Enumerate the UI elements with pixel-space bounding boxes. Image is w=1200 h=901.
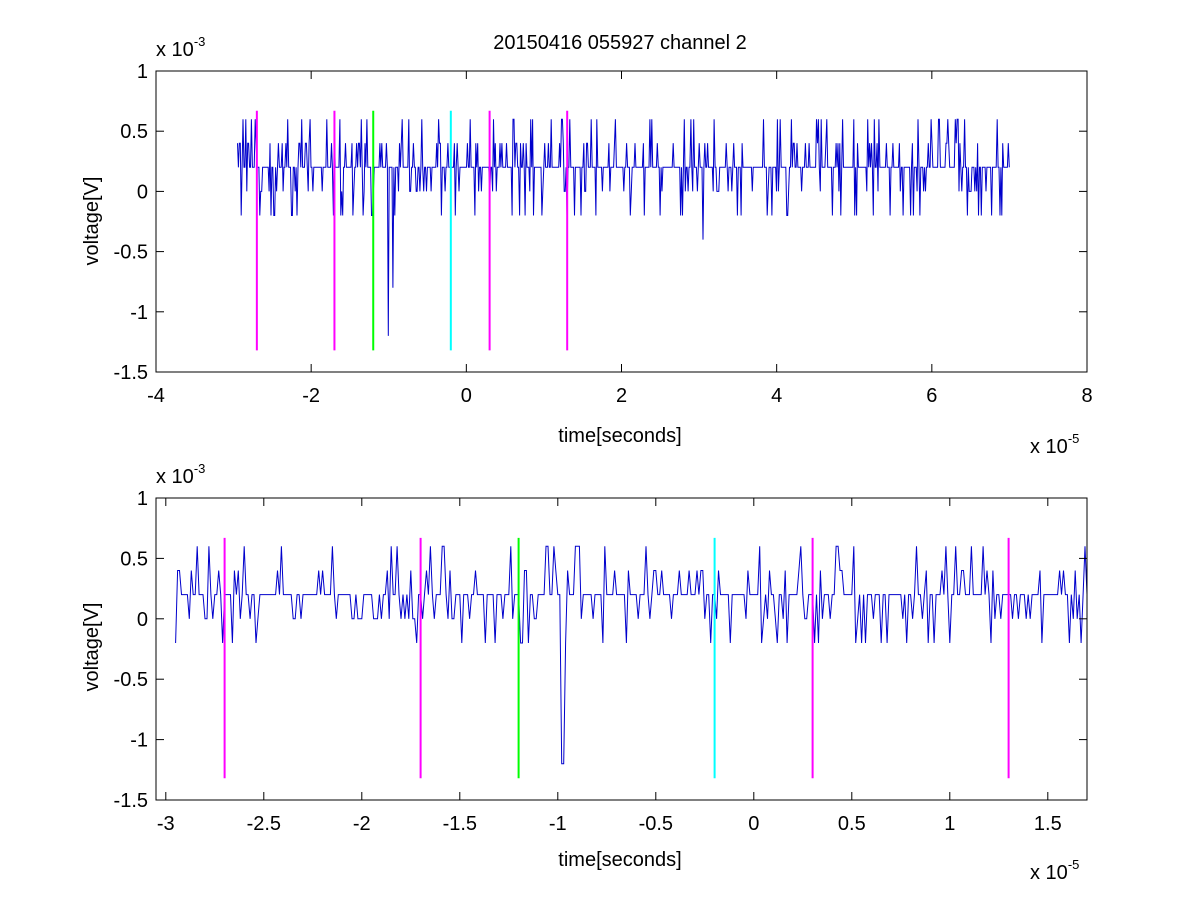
y-tick-label: 0 (137, 609, 148, 631)
bottom-signal-layer (175, 545, 1088, 765)
top-y-exponent-base: x 10 (156, 39, 194, 61)
bottom-y-exponent-power: -3 (194, 461, 206, 476)
bottom-x-exponent-base: x 10 (1030, 862, 1068, 884)
x-tick-label: -2.5 (247, 813, 281, 835)
y-tick-label: -1 (130, 302, 148, 324)
top-subplot: -4 -2 0 2 4 6 8 -1.5 -1 -0.5 0 0.5 1 time[seconds] v… (81, 34, 1093, 458)
y-tick-label: 0.5 (120, 548, 148, 570)
bottom-x-axis-label: time[seconds] (558, 849, 681, 871)
y-tick-label: -1 (130, 730, 148, 752)
bottom-y-exponent-base: x 10 (156, 466, 194, 488)
top-y-exponent: x 10-3 (156, 34, 205, 61)
x-tick-label: 4 (771, 385, 782, 407)
top-marker-layer (255, 110, 569, 351)
top-y-axis-label: voltage[V] (81, 177, 103, 266)
x-tick-label: -2 (353, 813, 371, 835)
y-tick-label: 0 (137, 181, 148, 203)
bottom-axes-frame (155, 497, 1088, 801)
bottom-x-exponent-power: -5 (1068, 857, 1080, 872)
top-signal-layer (237, 118, 1010, 336)
top-x-exponent-power: -5 (1068, 431, 1080, 446)
x-tick-label: 1 (944, 813, 955, 835)
bottom-x-exponent: x 10-5 (1030, 857, 1079, 884)
x-tick-label: 1.5 (1034, 813, 1062, 835)
top-tick-layer: -4 -2 0 2 4 6 8 -1.5 -1 -0.5 0 0.5 1 (114, 61, 1093, 407)
signal-trace (175, 545, 1088, 765)
y-tick-label: 1 (137, 61, 148, 83)
x-tick-label: 8 (1081, 385, 1092, 407)
y-tick-label: 0.5 (120, 121, 148, 143)
bottom-y-exponent: x 10-3 (156, 461, 205, 488)
x-tick-label: -2 (302, 385, 320, 407)
signal-trace (237, 118, 1010, 336)
y-tick-label: -0.5 (114, 242, 148, 264)
y-tick-label: -1.5 (114, 790, 148, 812)
x-tick-label: 0 (748, 813, 759, 835)
x-tick-label: 0.5 (838, 813, 866, 835)
figure-title: 20150416 055927 channel 2 (493, 32, 747, 54)
y-tick-label: -1.5 (114, 362, 148, 384)
y-tick-label: 1 (137, 488, 148, 510)
top-x-axis-label: time[seconds] (558, 425, 681, 447)
x-tick-label: 6 (926, 385, 937, 407)
x-tick-label: -1 (549, 813, 567, 835)
top-y-exponent-power: -3 (194, 34, 206, 49)
x-tick-label: -4 (147, 385, 165, 407)
top-x-exponent: x 10-5 (1030, 431, 1079, 458)
x-tick-label: 0 (461, 385, 472, 407)
x-tick-label: 2 (616, 385, 627, 407)
top-x-exponent-base: x 10 (1030, 436, 1068, 458)
x-tick-label: -3 (157, 813, 175, 835)
bottom-tick-layer: -3 -2.5 -2 -1.5 -1 -0.5 0 0.5 1 1.5 -1.5 -1 -0.5 0 0.5… (114, 488, 1087, 835)
bottom-marker-layer (223, 537, 1010, 779)
x-tick-label: -1.5 (443, 813, 477, 835)
x-tick-label: -0.5 (639, 813, 673, 835)
y-tick-label: -0.5 (114, 669, 148, 691)
bottom-subplot: -3 -2.5 -2 -1.5 -1 -0.5 0 0.5 1 1.5 -1.5 -1 -0.5 0 0.5… (81, 461, 1088, 884)
bottom-y-axis-label: voltage[V] (81, 603, 103, 692)
